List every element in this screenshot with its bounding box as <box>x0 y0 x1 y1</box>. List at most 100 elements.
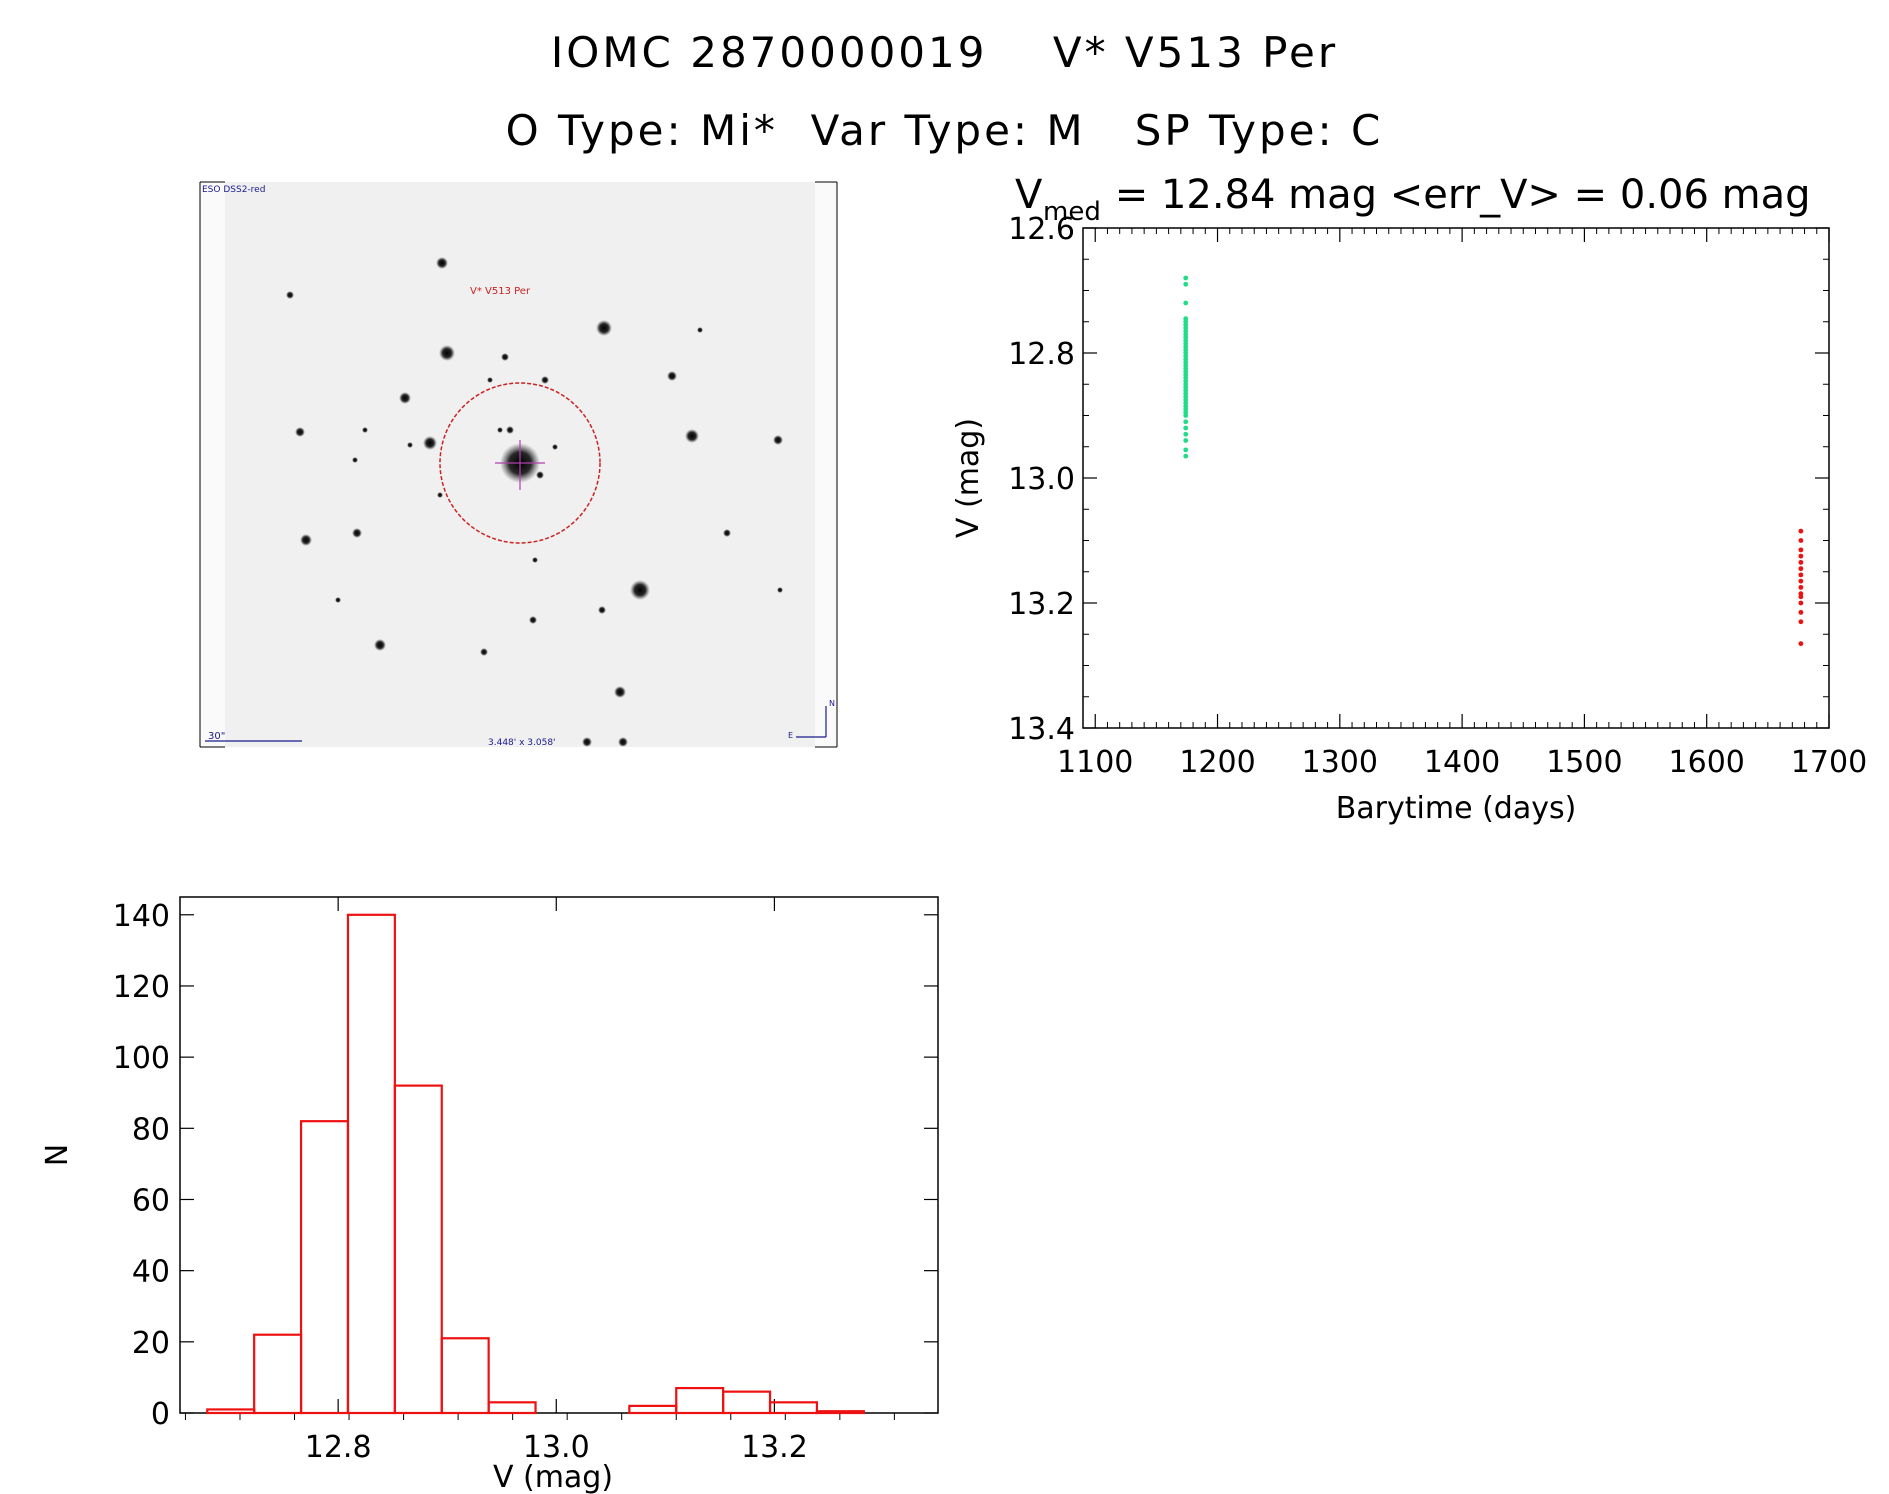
hist-ytick-label: 20 <box>132 1326 170 1361</box>
star-5 <box>399 392 411 404</box>
hist-bar <box>299 1120 350 1415</box>
lc-point-series-1 <box>1798 572 1804 578</box>
star-15 <box>286 291 294 299</box>
lc-xtick-label: 1600 <box>1669 745 1745 780</box>
star-6 <box>685 429 699 443</box>
star-24 <box>506 426 514 434</box>
lc-point-series-1 <box>1798 559 1804 565</box>
hist-xtick-label: 12.8 <box>305 1430 372 1465</box>
hist-ytick-label: 40 <box>132 1255 170 1290</box>
lc-point-series-0 <box>1183 425 1189 431</box>
lc-ytick-label: 12.6 <box>1008 212 1075 247</box>
star-22 <box>598 606 606 614</box>
star-28 <box>497 427 503 433</box>
star-26 <box>552 444 558 450</box>
star-16 <box>436 257 448 269</box>
lc-point-series-0 <box>1183 281 1189 287</box>
star-17 <box>501 353 509 361</box>
star-3 <box>439 345 455 361</box>
lc-ytick-label: 13.4 <box>1008 712 1075 747</box>
hist-bar <box>722 1390 772 1415</box>
plot-title: IOMC 2870000019 V* V513 Per <box>550 28 1339 77</box>
survey-label: ESO DSS2-red <box>202 185 265 195</box>
hist-ytick-label: 140 <box>113 899 170 934</box>
target-label: V* V513 Per <box>470 286 531 297</box>
star-34 <box>480 648 488 656</box>
star-27 <box>437 492 443 498</box>
lc-xtick-label: 1300 <box>1302 745 1378 780</box>
star-25 <box>407 442 413 448</box>
star-2 <box>596 320 612 336</box>
star-9 <box>614 686 626 698</box>
lc-ytick-label: 12.8 <box>1008 337 1075 372</box>
lc-point-series-1 <box>1798 566 1804 572</box>
star-14 <box>295 427 305 437</box>
histogram-ylabel: N <box>40 1144 75 1166</box>
lc-point-series-1 <box>1798 594 1804 600</box>
star-32 <box>487 377 493 383</box>
hist-bar <box>487 1401 537 1415</box>
hist-xtick-label: 13.2 <box>741 1430 808 1465</box>
histogram-frame <box>179 896 939 1414</box>
hist-ytick-label: 0 <box>151 1397 170 1432</box>
star-36 <box>362 427 368 433</box>
lc-point-series-0 <box>1183 413 1189 418</box>
hist-ytick-label: 120 <box>113 970 170 1005</box>
target-circle <box>439 382 601 544</box>
lc-point-series-1 <box>1798 578 1804 584</box>
histogram-xlabel: V (mag) <box>493 1460 613 1494</box>
lc-point-series-1 <box>1798 584 1804 590</box>
lc-xtick-label: 1500 <box>1546 745 1622 780</box>
hist-bar <box>440 1337 490 1415</box>
star-10 <box>618 737 628 747</box>
lc-xtick-label: 1700 <box>1791 745 1867 780</box>
compass-n-label: N <box>829 699 835 708</box>
star-13 <box>352 528 362 538</box>
star-19 <box>723 529 731 537</box>
star-31 <box>777 587 783 593</box>
hist-bar <box>675 1386 725 1415</box>
histogram-plot: 12.8 13.0 13.2 0 20 40 60 80 100 120 140 V (mag) N <box>40 896 939 1494</box>
lc-xtick-label: 1100 <box>1057 745 1133 780</box>
lc-xtick-label: 1400 <box>1424 745 1500 780</box>
star-33 <box>532 557 538 563</box>
lc-point-series-0 <box>1183 431 1189 437</box>
hist-bar <box>346 913 396 1415</box>
lc-point-series-1 <box>1798 609 1804 615</box>
lc-point-series-1 <box>1798 538 1804 543</box>
fov-label: 3.448' x 3.058' <box>488 738 556 748</box>
star-18 <box>667 371 677 381</box>
lc-point-series-1 <box>1798 600 1804 606</box>
lc-point-series-1 <box>1798 528 1804 534</box>
lc-point-series-0 <box>1183 453 1189 459</box>
hist-bar <box>815 1410 865 1415</box>
hist-ytick-label: 60 <box>132 1183 170 1218</box>
scale-bar-label: 30" <box>208 731 225 742</box>
star-8 <box>773 435 783 445</box>
compass-e-label: E <box>788 731 793 740</box>
lc-point-series-0 <box>1183 438 1189 443</box>
star-4 <box>423 436 437 450</box>
light-curve-title-v: V <box>1015 172 1043 218</box>
star-12 <box>300 534 312 546</box>
hist-bar <box>393 1084 443 1415</box>
light-curve-xlabel: Barytime (days) <box>1336 791 1577 826</box>
light-curve-ylabel: V (mag) <box>951 418 986 538</box>
lc-point-series-1 <box>1798 547 1804 553</box>
lc-point-series-0 <box>1183 419 1189 425</box>
hist-bar <box>253 1333 303 1415</box>
star-7 <box>374 639 386 651</box>
lc-point-series-0 <box>1183 447 1189 453</box>
lc-ytick-label: 13.2 <box>1008 587 1075 622</box>
lc-point-series-1 <box>1798 641 1804 647</box>
plot-subtitle: O Type: Mi* Var Type: M SP Type: C <box>505 106 1384 155</box>
light-curve-plot: V med = 12.84 mag <err_V> = 0.06 mag 110… <box>951 172 1867 826</box>
light-curve-title-sub: med <box>1043 197 1101 227</box>
hist-ytick-label: 100 <box>113 1041 170 1076</box>
star-1 <box>630 580 650 600</box>
hist-bar <box>768 1401 819 1415</box>
hist-bar <box>628 1404 678 1415</box>
star-11 <box>582 737 592 747</box>
